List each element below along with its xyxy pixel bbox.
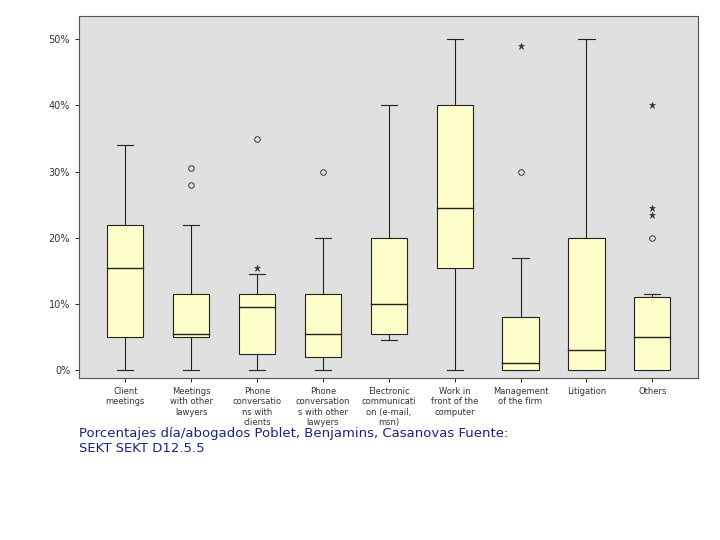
- Bar: [305, 294, 341, 357]
- Text: Porcentajes día/abogados Poblet, Benjamins, Casanovas Fuente:
SEKT SEKT D12.5.5: Porcentajes día/abogados Poblet, Benjami…: [79, 427, 508, 455]
- Bar: [503, 317, 539, 370]
- Bar: [173, 294, 210, 337]
- Bar: [371, 238, 407, 334]
- Bar: [634, 298, 670, 370]
- Bar: [239, 294, 275, 354]
- Bar: [436, 105, 473, 267]
- Bar: [107, 225, 143, 337]
- Bar: [568, 238, 605, 370]
